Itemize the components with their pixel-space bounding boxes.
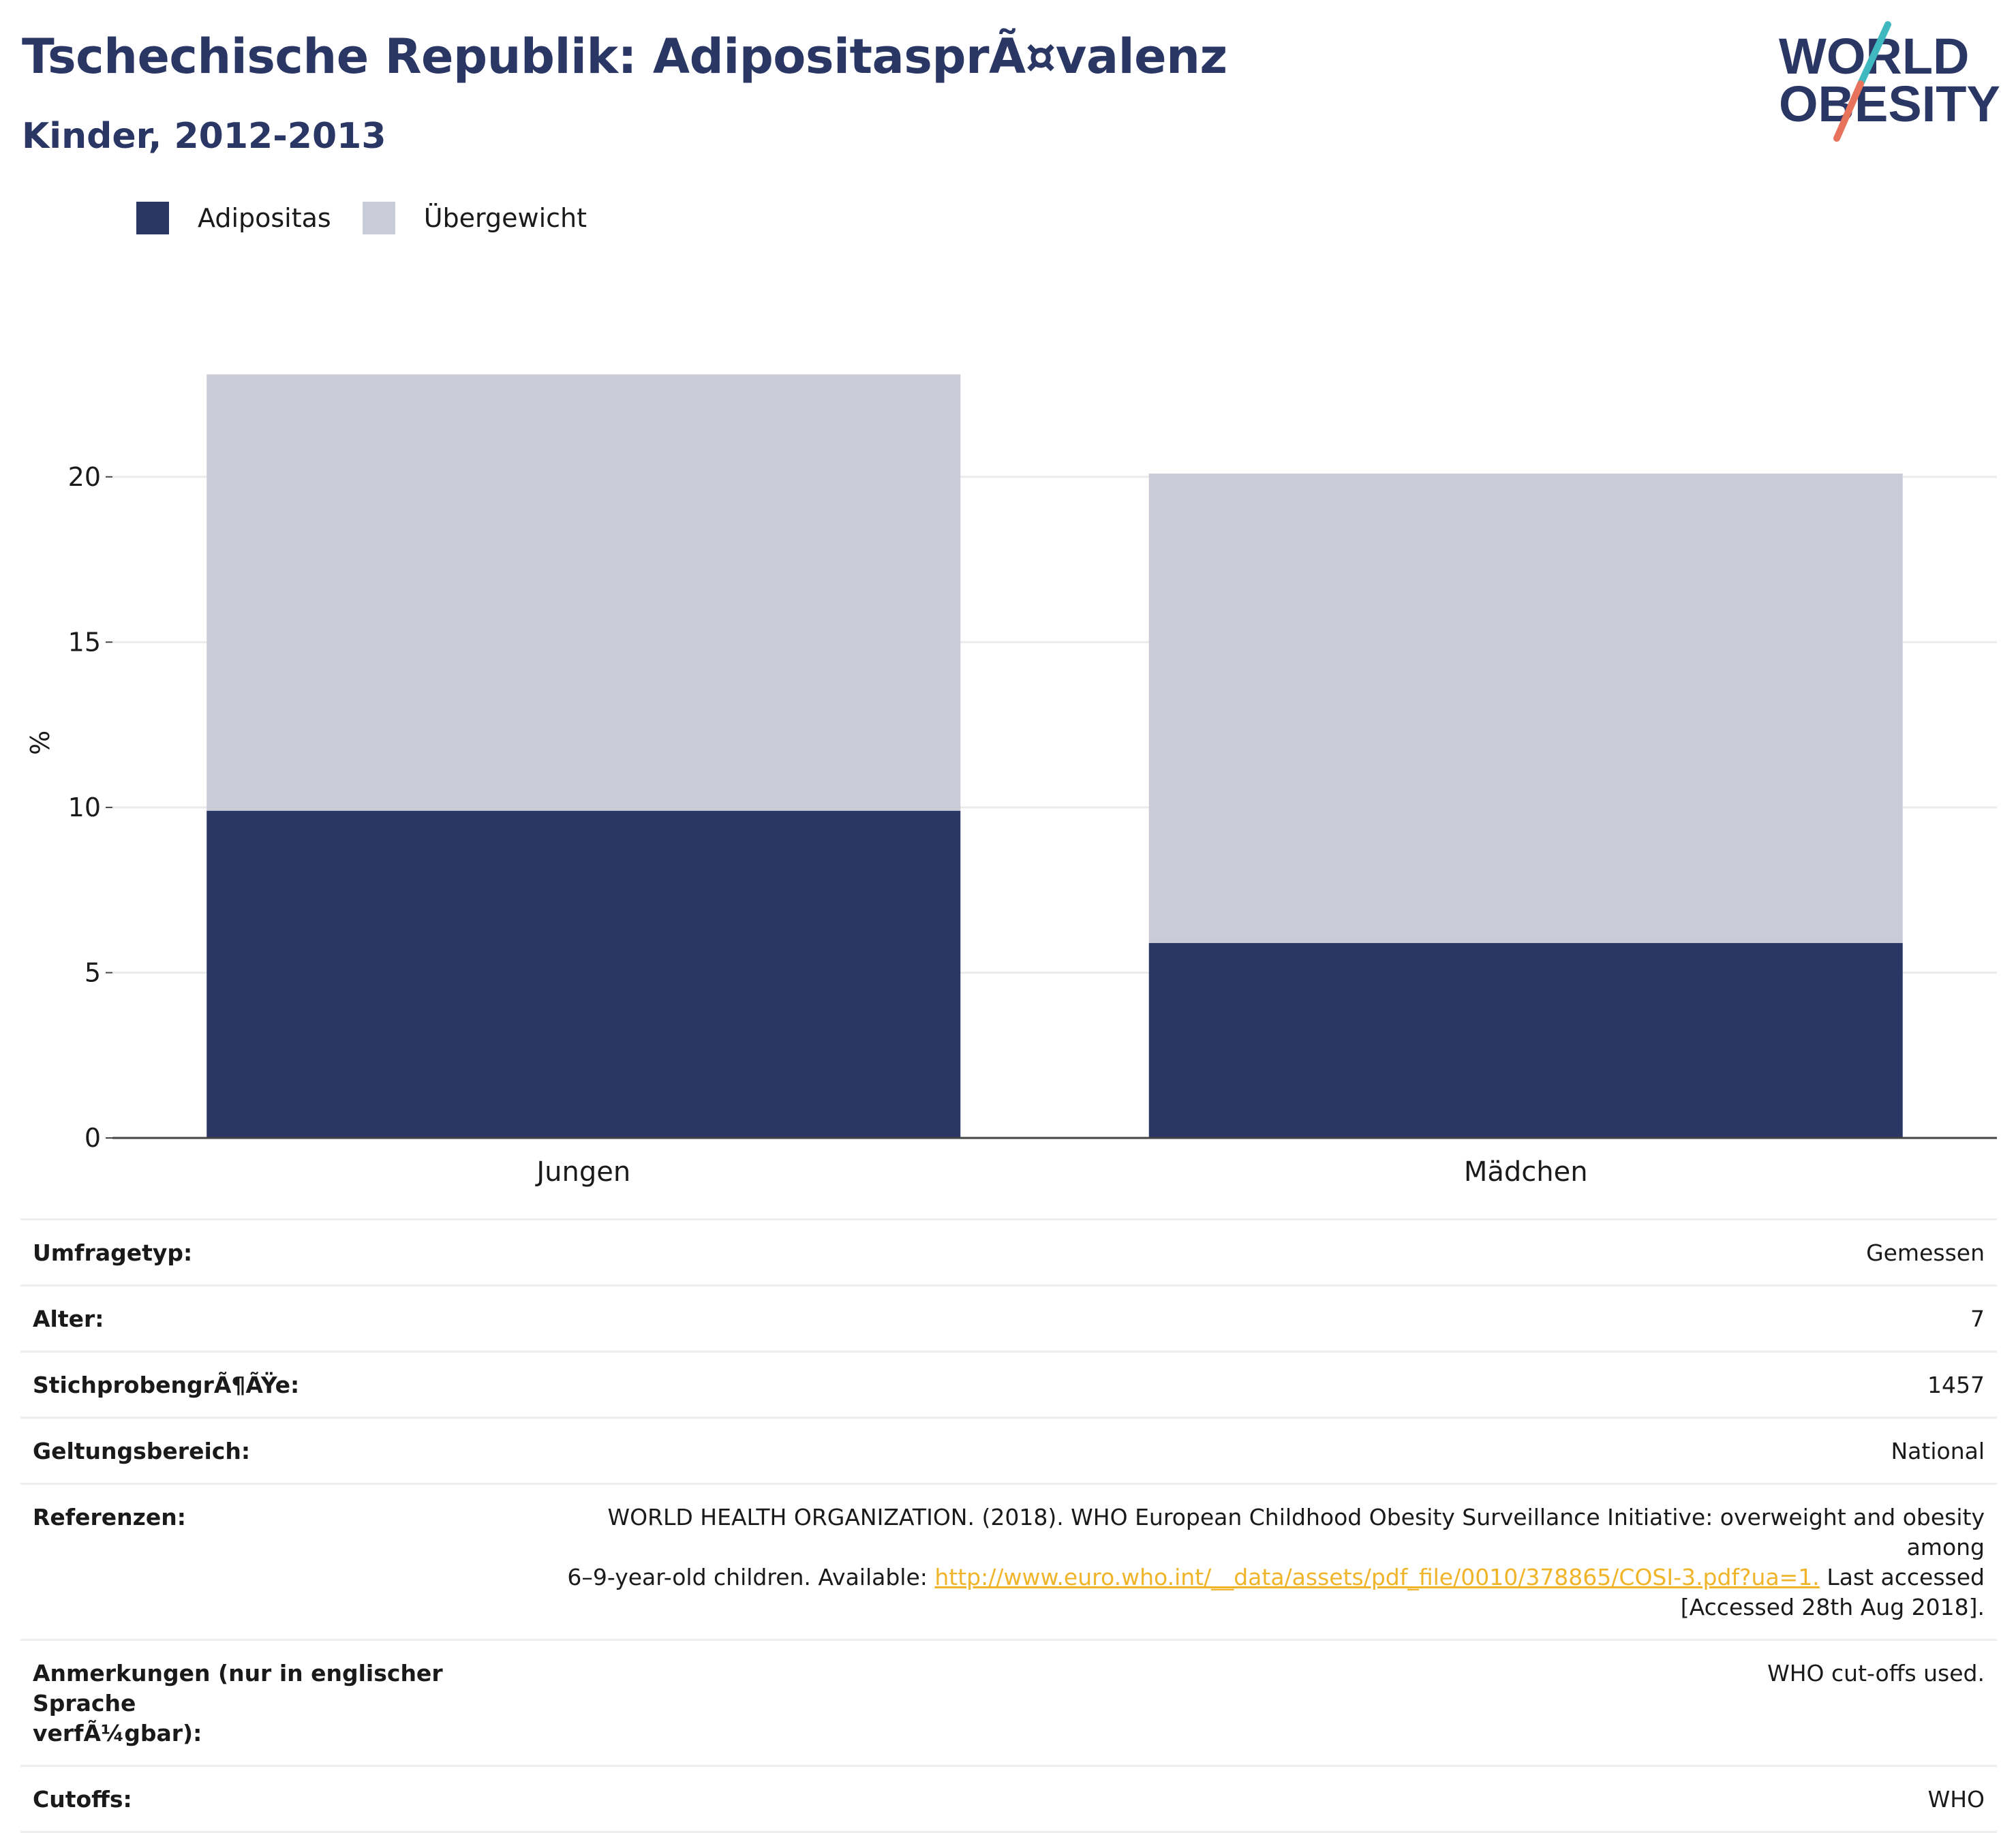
reference-line2-prefix: 6–9-year-old children. Available: (567, 1564, 928, 1590)
info-row-notes: Anmerkungen (nur in englischer Sprache v… (20, 1639, 1997, 1766)
info-value: National (1891, 1438, 1985, 1464)
logo-line2: OBESITY (1779, 76, 2000, 132)
legend-item-adipositas[interactable]: Adipositas (136, 202, 331, 234)
info-row-scope: Geltungsbereich: National (20, 1417, 1997, 1484)
bar-adipositas (207, 810, 961, 1138)
info-label: Cutoffs: (33, 1786, 132, 1813)
legend-swatch-adipositas (136, 202, 169, 234)
info-row-survey-type: Umfragetyp: Gemessen (20, 1219, 1997, 1286)
bars (207, 374, 1903, 1138)
info-row-sample-size: StichprobengrÃ¶ÃŸe: 1457 (20, 1351, 1997, 1418)
notes-label-line2: verfÃ¼gbar): (33, 1720, 202, 1746)
info-label: Geltungsbereich: (33, 1438, 251, 1464)
chart-legend: Adipositas Übergewicht (136, 202, 618, 234)
info-value: Gemessen (1866, 1239, 1985, 1266)
info-value: 7 (1970, 1306, 1985, 1332)
legend-label-uebergewicht: Übergewicht (423, 203, 587, 233)
info-value: WHO cut-offs used. (1767, 1660, 1985, 1686)
axes: 0 5 10 15 20 Jungen Mädchen (68, 462, 1997, 1188)
y-tick-label: 20 (68, 462, 101, 492)
reference-link[interactable]: http://www.euro.who.int/__data/assets/pd… (934, 1564, 1820, 1590)
y-tick-label: 10 (68, 792, 101, 822)
y-tick-label: 15 (68, 627, 101, 657)
legend-item-uebergewicht[interactable]: Übergewicht (362, 202, 587, 234)
legend-label-adipositas: Adipositas (198, 203, 331, 233)
survey-info-table: Umfragetyp: Gemessen Alter: 7 Stichprobe… (20, 1218, 1997, 1833)
chart-title: Tschechische Republik: AdipositasprÃ¤val… (22, 29, 1227, 84)
info-value: 1457 (1927, 1372, 1985, 1398)
info-label: StichprobengrÃ¶ÃŸe: (33, 1372, 300, 1398)
info-label: Anmerkungen (nur in englischer Sprache v… (20, 1640, 536, 1766)
bar-uebergewicht (1148, 473, 1903, 943)
info-row-references: Referenzen: WORLD HEALTH ORGANIZATION. (… (20, 1483, 1997, 1640)
info-value: WHO (1927, 1786, 1985, 1813)
bar-uebergewicht (207, 374, 961, 811)
reference-line3: [Accessed 28th Aug 2018]. (1680, 1594, 1985, 1620)
info-row-cutoffs: Cutoffs: WHO (20, 1766, 1997, 1832)
x-tick-label: Jungen (534, 1156, 630, 1188)
y-tick-label: 5 (85, 957, 101, 987)
info-row-age: Alter: 7 (20, 1285, 1997, 1352)
chart-subtitle: Kinder, 2012-2013 (22, 116, 386, 157)
notes-label-line1: Anmerkungen (nur in englischer Sprache (33, 1660, 443, 1716)
info-label: Alter: (33, 1306, 104, 1332)
info-label: Umfragetyp: (33, 1239, 193, 1266)
references-text: WORLD HEALTH ORGANIZATION. (2018). WHO E… (536, 1484, 1997, 1640)
stacked-bar-chart: 0 5 10 15 20 Jungen Mädchen % (25, 374, 1997, 1188)
reference-line1: WORLD HEALTH ORGANIZATION. (2018). WHO E… (607, 1504, 1985, 1560)
logo-slash-top (1857, 21, 1891, 87)
y-axis-label: % (25, 730, 55, 755)
world-obesity-logo: WORLD OBESITY (1779, 21, 2000, 142)
reference-line2-suffix: Last accessed (1827, 1564, 1985, 1590)
logo-slash-bottom (1833, 80, 1864, 142)
legend-swatch-uebergewicht (362, 202, 395, 234)
bar-adipositas (1148, 942, 1903, 1138)
y-tick-label: 0 (85, 1123, 101, 1153)
x-tick-label: Mädchen (1464, 1156, 1588, 1188)
info-label: Referenzen: (33, 1504, 186, 1530)
